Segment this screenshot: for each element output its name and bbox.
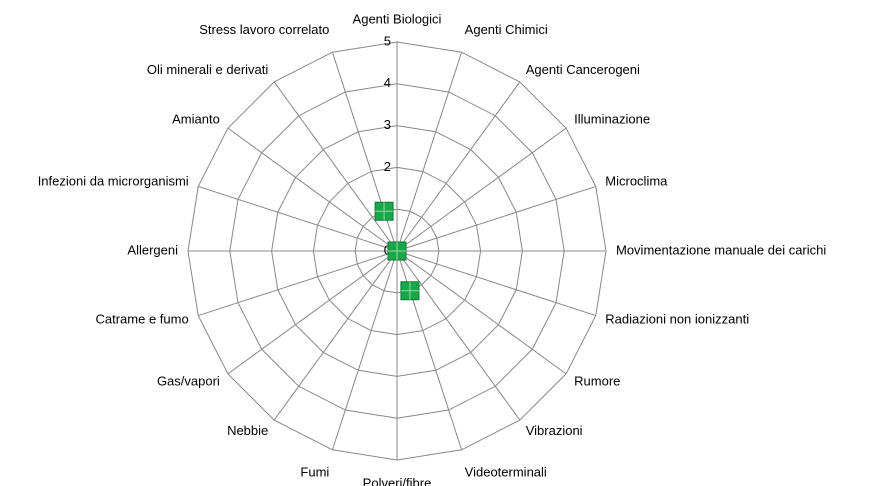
category-label: Rumore [574,374,620,389]
category-label: Amianto [172,111,220,126]
marker-cross [400,281,419,300]
y-tick-label: 4 [384,75,391,90]
y-tick-label: 5 [384,33,391,48]
category-label: Gas/vapori [157,374,220,389]
category-label: Agenti Chimici [465,22,548,37]
spoke [396,250,463,450]
spoke [396,81,521,252]
spoke [396,127,567,252]
spoke [273,250,398,421]
spoke [396,250,521,421]
category-label: Videoterminali [465,465,547,480]
category-label: Catrame e fumo [96,311,189,326]
category-label: Nebbie [227,423,268,438]
category-label: Oli minerali e derivati [147,62,268,77]
spoke [273,81,398,252]
spoke [227,250,398,375]
spoke [331,250,398,450]
spoke [396,250,596,317]
y-tick-label: 3 [384,117,391,132]
category-label: Movimentazione manuale dei carichi [616,242,826,257]
marker-cross [375,202,394,221]
spoke [396,52,463,252]
category-label: Agenti Biologici [353,11,442,26]
category-label: Fumi [300,465,329,480]
category-label: Illuminazione [574,111,650,126]
category-label: Allergeni [127,242,178,257]
spoke [198,185,398,252]
spoke [227,127,398,252]
y-tick-label: 2 [384,159,391,174]
spoke [396,185,596,252]
category-label: Microclima [605,174,668,189]
marker-cross [388,242,406,260]
category-label: Radiazioni non ionizzanti [605,311,749,326]
category-label: Vibrazioni [526,423,583,438]
category-label: Polveri/fibre [363,475,432,486]
category-label: Infezioni da microrganismi [38,174,189,189]
spoke [198,250,398,317]
category-label: Stress lavoro correlato [199,22,329,37]
spoke [396,250,567,375]
category-label: Agenti Cancerogeni [526,62,640,77]
y-tick-label: 0 [384,242,391,257]
